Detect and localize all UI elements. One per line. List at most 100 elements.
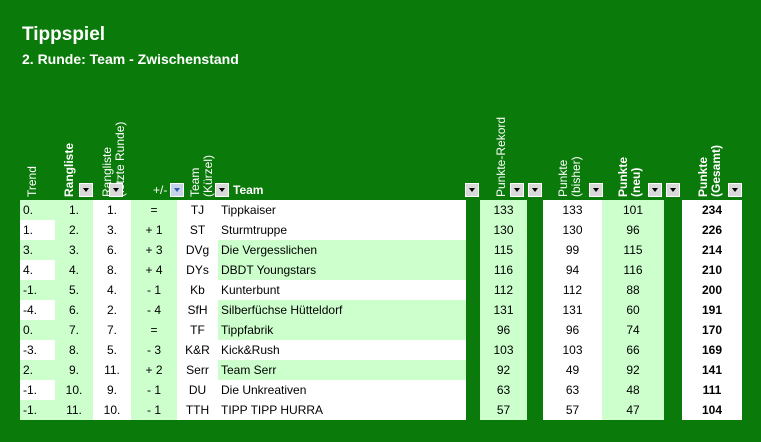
team-short-cell: SfH	[177, 300, 218, 320]
table-row: -1. 5. 4. - 1 Kb Kunterbunt 112 112 88 200	[20, 280, 742, 300]
gap	[664, 380, 682, 400]
prev-rank-cell: 4.	[93, 280, 131, 300]
gap	[527, 280, 543, 300]
gap	[466, 320, 480, 340]
plusminus-cell: + 3	[131, 240, 177, 260]
gap	[527, 380, 543, 400]
punkte-neu-cell: 96	[602, 220, 664, 240]
team-short-cell: DYs	[177, 260, 218, 280]
plusminus-cell: - 1	[131, 400, 177, 420]
filter-dropdown-punkte-neu-a[interactable]	[648, 183, 662, 197]
punkte-bisher-cell: 112	[543, 280, 602, 300]
team-short-cell: ST	[177, 220, 218, 240]
gap	[664, 400, 682, 420]
gap	[664, 200, 682, 220]
team-short-cell: Kb	[177, 280, 218, 300]
sheet-subtitle: 2. Runde: Team - Zwischenstand	[22, 51, 239, 67]
team-name-cell: Silberfüchse Hütteldorf	[218, 300, 466, 320]
header-punkte-rekord: Punkte-Rekord	[494, 116, 508, 197]
punkte-gesamt-cell: 169	[682, 340, 742, 360]
punkte-gesamt-cell: 141	[682, 360, 742, 380]
standings-table: 0. 1. 1. = TJ Tippkaiser 133 133 101 234 1. 2. 3. + 1…	[20, 200, 742, 420]
rank-cell: 11.	[55, 400, 93, 420]
punkte-neu-cell: 88	[602, 280, 664, 300]
gap	[527, 240, 543, 260]
prev-rank-cell: 8.	[93, 260, 131, 280]
header-plusminus: +/-	[153, 183, 168, 197]
punkte-rekord-cell: 130	[480, 220, 527, 240]
team-name-cell: Die Vergesslichen	[218, 240, 466, 260]
trend-cell: 2.	[20, 360, 55, 380]
filter-dropdown-punkte-bisher[interactable]	[589, 183, 603, 197]
table-row: 3. 3. 6. + 3 DVg Die Vergesslichen 115 99 115 214	[20, 240, 742, 260]
prev-rank-cell: 1.	[93, 200, 131, 220]
table-row: 1. 2. 3. + 1 ST Sturmtruppe 130 130 96 226	[20, 220, 742, 240]
table-row: 2. 9. 11. + 2 Serr Team Serr 92 49 92 141	[20, 360, 742, 380]
table-row: 4. 4. 8. + 4 DYs DBDT Youngstars 116 94 116 210	[20, 260, 742, 280]
header-team: Team	[233, 183, 264, 197]
punkte-bisher-cell: 49	[543, 360, 602, 380]
team-short-cell: K&R	[177, 340, 218, 360]
punkte-bisher-cell: 103	[543, 340, 602, 360]
table-row: -1. 10. 9. - 1 DU Die Unkreativen 63 63 48 111	[20, 380, 742, 400]
filter-dropdown-plusminus[interactable]	[170, 183, 184, 197]
gap	[527, 200, 543, 220]
team-name-cell: Kick&Rush	[218, 340, 466, 360]
header-punkte-neu: Punkte (neu)	[616, 156, 643, 197]
filter-dropdown-punkte-rekord-b[interactable]	[528, 183, 542, 197]
prev-rank-cell: 10.	[93, 400, 131, 420]
prev-rank-cell: 5.	[93, 340, 131, 360]
table-row: -4. 6. 2. - 4 SfH Silberfüchse Hütteldorf 131 1…	[20, 300, 742, 320]
team-name-cell: Kunterbunt	[218, 280, 466, 300]
plusminus-cell: + 4	[131, 260, 177, 280]
filter-dropdown-punkte-gesamt[interactable]	[728, 183, 742, 197]
gap	[466, 280, 480, 300]
gap	[527, 340, 543, 360]
punkte-gesamt-cell: 226	[682, 220, 742, 240]
header-punkte-bisher: Punkte (bisher)	[556, 156, 583, 197]
gap	[527, 220, 543, 240]
filter-dropdown-team-short[interactable]	[215, 183, 229, 197]
rank-cell: 4.	[55, 260, 93, 280]
filter-dropdown-rangliste[interactable]	[79, 183, 93, 197]
table-row: -1. 11. 10. - 1 TTH TIPP TIPP HURRA 57 57 47 104	[20, 400, 742, 420]
punkte-neu-cell: 74	[602, 320, 664, 340]
punkte-rekord-cell: 96	[480, 320, 527, 340]
punkte-gesamt-cell: 210	[682, 260, 742, 280]
punkte-bisher-cell: 130	[543, 220, 602, 240]
punkte-rekord-cell: 63	[480, 380, 527, 400]
trend-cell: -1.	[20, 380, 55, 400]
filter-dropdown-team[interactable]	[465, 183, 479, 197]
team-name-cell: Die Unkreativen	[218, 380, 466, 400]
filter-dropdown-punkte-rekord-a[interactable]	[510, 183, 524, 197]
prev-rank-cell: 7.	[93, 320, 131, 340]
gap	[664, 320, 682, 340]
gap	[527, 400, 543, 420]
gap	[466, 360, 480, 380]
rank-cell: 1.	[55, 200, 93, 220]
header-team-short: Team (Kürzel)	[188, 154, 215, 197]
plusminus-cell: + 1	[131, 220, 177, 240]
rank-cell: 3.	[55, 240, 93, 260]
gap	[664, 360, 682, 380]
trend-cell: 1.	[20, 220, 55, 240]
punkte-rekord-cell: 131	[480, 300, 527, 320]
punkte-neu-cell: 101	[602, 200, 664, 220]
filter-dropdown-rangliste-prev[interactable]	[109, 183, 123, 197]
punkte-neu-cell: 60	[602, 300, 664, 320]
table-row: -3. 8. 5. - 3 K&R Kick&Rush 103 103 66 169	[20, 340, 742, 360]
team-short-cell: TTH	[177, 400, 218, 420]
trend-cell: -4.	[20, 300, 55, 320]
team-name-cell: Tippkaiser	[218, 200, 466, 220]
punkte-rekord-cell: 116	[480, 260, 527, 280]
rank-cell: 9.	[55, 360, 93, 380]
punkte-bisher-cell: 63	[543, 380, 602, 400]
plusminus-cell: - 3	[131, 340, 177, 360]
gap	[664, 260, 682, 280]
filter-dropdown-punkte-neu-b[interactable]	[666, 183, 680, 197]
rank-cell: 6.	[55, 300, 93, 320]
header-trend: Trend	[25, 166, 39, 197]
gap	[527, 360, 543, 380]
trend-cell: -1.	[20, 280, 55, 300]
prev-rank-cell: 6.	[93, 240, 131, 260]
